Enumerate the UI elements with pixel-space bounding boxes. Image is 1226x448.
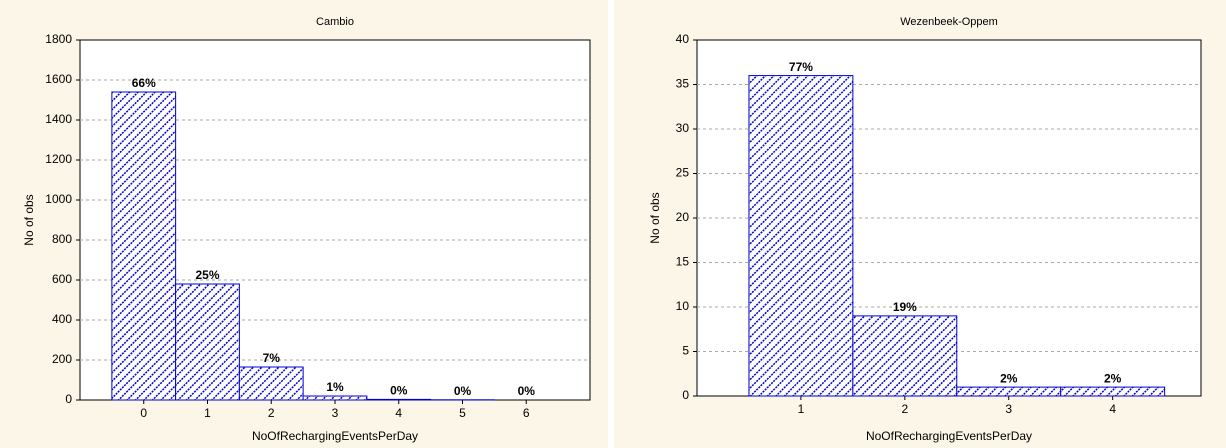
x-axis-label: NoOfRechargingEventsPerDay xyxy=(866,429,1032,443)
bar xyxy=(366,398,432,401)
bar xyxy=(302,395,368,401)
x-tick-label: 1 xyxy=(798,402,805,416)
x-tick-label: 2 xyxy=(268,406,275,420)
y-tick-label: 800 xyxy=(52,232,72,246)
bar-label: 25% xyxy=(195,268,219,282)
x-tick-label: 2 xyxy=(901,402,908,416)
y-tick-label: 0 xyxy=(65,392,72,406)
bar xyxy=(111,91,177,401)
y-tick-label: 400 xyxy=(52,312,72,326)
x-tick-label: 1 xyxy=(204,406,211,420)
y-tick-label: 1400 xyxy=(45,112,72,126)
x-tick-label: 4 xyxy=(1109,402,1116,416)
chart-title: Wezenbeek-Oppem xyxy=(900,16,998,28)
y-tick-label: 1600 xyxy=(45,72,72,86)
bar-label: 7% xyxy=(263,351,281,365)
bar-label: 2% xyxy=(1104,371,1122,385)
x-tick-label: 6 xyxy=(523,406,530,420)
y-tick-label: 1800 xyxy=(45,32,72,46)
bar-label: 0% xyxy=(454,384,472,398)
y-tick-label: 25 xyxy=(676,166,690,180)
bar-label: 0% xyxy=(518,384,536,398)
bar xyxy=(956,386,1062,397)
x-tick-label: 3 xyxy=(1005,402,1012,416)
bar-label: 2% xyxy=(1000,371,1018,385)
x-tick-label: 3 xyxy=(332,406,339,420)
y-tick-label: 600 xyxy=(52,272,72,286)
bar xyxy=(748,75,854,397)
bar xyxy=(238,366,304,401)
x-tick-label: 4 xyxy=(395,406,402,420)
x-tick-label: 5 xyxy=(459,406,466,420)
x-axis-label: NoOfRechargingEventsPerDay xyxy=(252,429,418,443)
bar xyxy=(852,315,958,397)
bar-label: 19% xyxy=(893,300,917,314)
y-axis-label: No of obs xyxy=(648,192,662,243)
y-axis-label: No of obs xyxy=(22,194,36,245)
y-tick-label: 20 xyxy=(676,210,690,224)
y-tick-label: 1200 xyxy=(45,152,72,166)
bar-label: 1% xyxy=(326,380,344,394)
y-tick-label: 35 xyxy=(676,77,690,91)
y-tick-label: 30 xyxy=(676,121,690,135)
bar-label: 66% xyxy=(132,76,156,90)
x-tick-label: 0 xyxy=(140,406,147,420)
y-tick-label: 40 xyxy=(676,32,690,46)
y-tick-label: 1000 xyxy=(45,192,72,206)
chart-title: Cambio xyxy=(316,16,354,28)
y-tick-label: 200 xyxy=(52,352,72,366)
y-tick-label: 0 xyxy=(682,388,689,402)
y-tick-label: 15 xyxy=(676,255,690,269)
bar xyxy=(175,283,240,401)
bar-label: 0% xyxy=(390,384,408,398)
y-tick-label: 10 xyxy=(676,299,690,313)
bar-label: 77% xyxy=(789,60,813,74)
bar xyxy=(1060,386,1166,397)
y-tick-label: 5 xyxy=(682,344,689,358)
